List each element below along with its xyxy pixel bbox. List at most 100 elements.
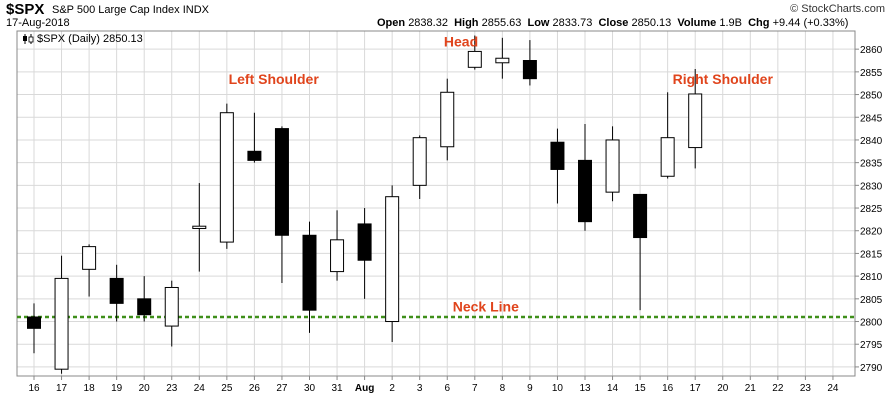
candle-body-up — [688, 93, 703, 149]
annotation-label: Neck Line — [453, 299, 519, 315]
x-tick-label: 8 — [500, 383, 506, 394]
legend: $SPX (Daily) 2850.13 — [23, 33, 143, 45]
y-tick-label: 2830 — [860, 181, 883, 192]
candle — [633, 193, 648, 311]
candle — [605, 126, 620, 202]
x-tick-label: 18 — [84, 383, 96, 394]
x-tick-label: 20 — [717, 383, 729, 394]
low-label: Low — [527, 17, 550, 29]
candle-body-up — [412, 137, 427, 186]
candle-body-down — [633, 193, 648, 239]
chart-grid — [17, 31, 855, 376]
x-tick-label: 17 — [690, 383, 702, 394]
candle-body-up — [219, 112, 234, 243]
candle-body-up — [164, 286, 179, 327]
candle — [82, 244, 97, 297]
y-tick-label: 2825 — [860, 204, 883, 215]
brand-watermark[interactable]: © StockCharts.com — [790, 3, 885, 15]
candle-body-down — [109, 277, 124, 304]
candle — [137, 276, 152, 322]
candle — [578, 124, 592, 231]
candle-body-down — [247, 150, 262, 161]
y-tick-label: 2835 — [860, 159, 883, 170]
chart-date: 17-Aug-2018 — [6, 17, 70, 29]
x-axis: 16 17 18 19 20 23 24 25 26 27 30 31 Aug 2 3 6 7 8 9 10 13 14 1… — [28, 376, 839, 394]
y-tick-label: 2820 — [860, 227, 883, 238]
candle-body-up — [330, 239, 345, 273]
candle-body-up — [54, 277, 69, 370]
candle — [247, 112, 262, 163]
candle — [467, 35, 482, 70]
annotation-label: Left Shoulder — [229, 71, 320, 87]
x-tick-label: 7 — [472, 383, 478, 394]
candle-body-down — [137, 298, 152, 316]
y-tick-label: 2790 — [860, 363, 883, 374]
x-tick-label: 23 — [800, 383, 812, 394]
legend-label: $SPX (Daily) 2850.13 — [37, 33, 143, 45]
x-tick-label: 25 — [221, 383, 233, 394]
x-tick-label: 16 — [28, 383, 40, 394]
y-tick-label: 2840 — [860, 136, 883, 147]
candle-body-up — [82, 246, 97, 270]
low-value: 2833.73 — [552, 17, 593, 29]
x-tick-label: 24 — [194, 383, 206, 394]
candle — [27, 303, 41, 354]
candle-body-down — [522, 60, 537, 80]
chart-header: $SPX S&P 500 Large Cap Index INDX 17-Aug… — [0, 0, 893, 30]
chg-label: Chg — [748, 17, 770, 29]
x-tick-label: 9 — [527, 383, 533, 394]
candle — [412, 135, 427, 199]
x-tick-label: 30 — [304, 383, 316, 394]
candle — [550, 128, 565, 204]
x-tick-label: 26 — [249, 383, 261, 394]
candle — [660, 92, 675, 179]
x-tick-label: 22 — [772, 383, 784, 394]
candle — [302, 221, 317, 333]
x-tick-label: 21 — [745, 383, 757, 394]
candle — [54, 255, 69, 374]
annotation-label: Right Shoulder — [673, 71, 774, 87]
candle — [385, 185, 400, 342]
x-tick-label: 19 — [111, 383, 123, 394]
ohlc-stats: Open 2838.32 High 2855.63 Low 2833.73 Cl… — [377, 17, 848, 29]
chg-value: +9.44 (+0.33%) — [772, 17, 849, 29]
high-label: High — [454, 17, 479, 29]
candle-body-down — [302, 234, 317, 311]
candles — [27, 35, 703, 374]
candle — [164, 280, 179, 347]
x-tick-label: 10 — [552, 383, 564, 394]
candle-body-up — [660, 137, 675, 177]
x-tick-label: 2 — [389, 383, 395, 394]
high-value: 2855.63 — [481, 17, 522, 29]
y-tick-label: 2855 — [860, 68, 883, 79]
y-axis: 2790 2795 2800 2805 2810 2815 2820 2825 2830 2835… — [855, 45, 883, 374]
x-tick-label: 17 — [56, 383, 68, 394]
y-tick-label: 2815 — [860, 249, 883, 260]
exchange-code: INDX — [182, 4, 209, 16]
candle — [219, 103, 234, 249]
candle-body-down — [550, 141, 565, 170]
x-tick-label: 3 — [417, 383, 423, 394]
candle-body-up — [467, 50, 482, 68]
candle — [330, 210, 345, 281]
x-tick-label: 15 — [635, 383, 647, 394]
y-tick-label: 2850 — [860, 91, 883, 102]
y-tick-label: 2805 — [860, 295, 883, 306]
candle — [192, 183, 207, 272]
candle-body-up — [605, 139, 620, 193]
x-tick-label: 6 — [444, 383, 450, 394]
x-tick-label: 27 — [276, 383, 288, 394]
volume-value: 1.9B — [719, 17, 742, 29]
candle-body-up — [192, 225, 207, 229]
candle — [357, 208, 372, 299]
candle-body-down — [27, 316, 41, 329]
y-tick-label: 2845 — [860, 113, 883, 124]
x-tick-label: 24 — [827, 383, 839, 394]
open-label: Open — [377, 17, 406, 29]
candle — [495, 37, 510, 79]
x-tick-label: 23 — [166, 383, 178, 394]
close-value: 2850.13 — [631, 17, 672, 29]
candlestick-icon — [23, 34, 34, 44]
candle-body-down — [578, 159, 592, 223]
